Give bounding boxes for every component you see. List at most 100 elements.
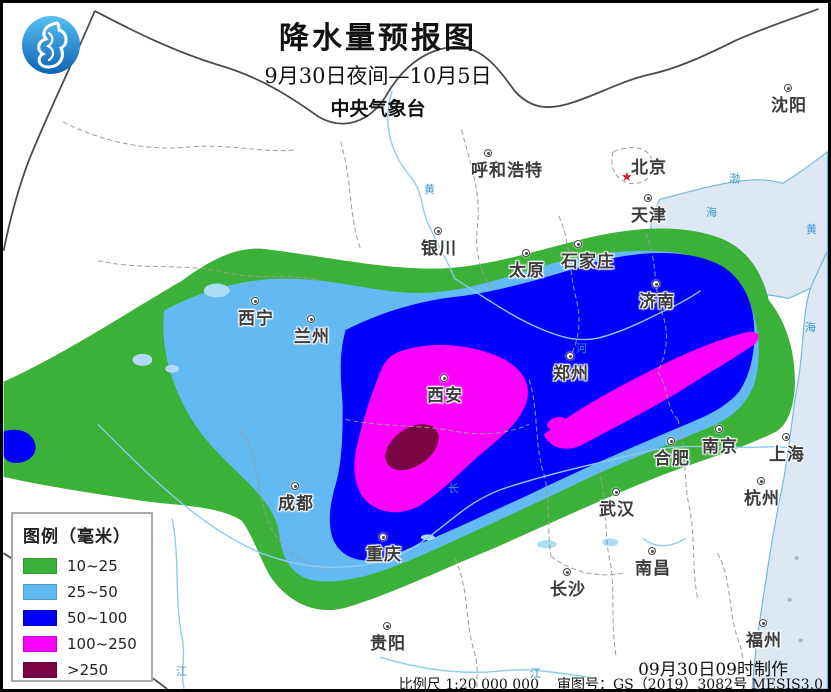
city-marker-icon — [612, 488, 620, 496]
city-marker-icon — [307, 315, 315, 323]
city-marker-icon — [652, 280, 660, 288]
water-label: 黄 — [806, 223, 817, 236]
city-name: 南京 — [702, 437, 738, 457]
page-title: 降水量预报图 — [279, 21, 477, 56]
water-label: 渤 — [729, 172, 740, 185]
precipitation-map-canvas — [3, 8, 828, 689]
city-marker-icon — [383, 622, 391, 630]
legend-label: 10~25 — [67, 557, 118, 575]
city-name: 长沙 — [550, 580, 586, 600]
city-name: 太原 — [509, 261, 545, 281]
city-name: 郑州 — [553, 364, 589, 384]
legend-swatch-magenta — [23, 636, 57, 652]
legend-label: 25~50 — [67, 583, 118, 601]
city-marker-icon — [648, 547, 656, 555]
city-marker-icon — [563, 568, 571, 576]
city-label: 沈阳 — [771, 84, 807, 116]
city-name: 西宁 — [238, 309, 274, 329]
city-marker-icon — [667, 437, 675, 445]
legend-row: 10~25 — [23, 553, 151, 579]
rivers — [97, 90, 797, 689]
east-sea-shape — [751, 250, 828, 689]
city-name: 石家庄 — [561, 252, 615, 272]
city-marker-icon — [484, 149, 492, 157]
rain-band-100-250-main — [354, 344, 529, 513]
agency-name: 中央气象台 — [330, 98, 426, 120]
city-marker-icon — [757, 477, 765, 485]
water-label: 江 — [530, 667, 541, 680]
province-borders — [62, 121, 746, 689]
water-label: 黄 — [424, 183, 435, 196]
city-label: 银川 — [421, 227, 457, 259]
legend-label: 100~250 — [67, 635, 137, 653]
city-name: 上海 — [769, 445, 805, 465]
city-label: 北京 ★ — [621, 153, 667, 185]
legend-swatch-darkred — [23, 662, 57, 678]
city-label: 天津 — [631, 194, 667, 226]
rain-core-gt-250 — [385, 424, 439, 471]
forecast-period: 9月30日夜间—10月5日 — [264, 64, 492, 88]
legend-swatch-green — [23, 558, 57, 574]
city-label: 西安 — [427, 374, 463, 406]
legend-swatch-blue — [23, 610, 57, 626]
city-marker-icon — [291, 482, 299, 490]
city-label: 南昌 — [635, 547, 671, 579]
city-label: 郑州 — [553, 352, 589, 384]
city-marker-icon — [759, 619, 767, 627]
water-label: 长 — [448, 482, 459, 495]
city-marker-icon — [566, 352, 574, 360]
cma-logo — [19, 13, 83, 77]
city-marker-icon — [574, 240, 582, 248]
rain-band-100-250-east — [543, 331, 759, 449]
city-label: 济南 — [639, 280, 675, 312]
city-name: 福州 — [746, 631, 782, 651]
legend-row: 25~50 — [23, 579, 151, 605]
city-label: 兰州 — [294, 315, 330, 347]
legend-label: >250 — [67, 661, 109, 679]
legend-label: 50~100 — [67, 609, 128, 627]
rain-spot-100-250 — [547, 416, 567, 430]
city-label: 西宁 — [238, 297, 274, 329]
city-marker-icon — [644, 194, 652, 202]
approval-number: 审图号：GS（2019）3082号 MESIS3.0 — [556, 677, 823, 692]
city-label: 上海 — [769, 433, 805, 465]
city-marker-icon — [379, 533, 387, 541]
city-name: 兰州 — [294, 327, 330, 347]
city-marker-icon — [251, 297, 259, 305]
city-name: 武汉 — [599, 500, 635, 520]
capital-star-icon: ★ — [621, 170, 634, 185]
rain-band-50-100-west-patch — [3, 429, 36, 463]
city-marker-icon — [715, 425, 723, 433]
city-name: 重庆 — [366, 545, 402, 565]
city-label: 成都 — [278, 482, 314, 514]
city-marker-icon — [784, 84, 792, 92]
city-name: 银川 — [421, 239, 457, 259]
map-credits: 比例尺 1:20 000 000 审图号：GS（2019）3082号 MESIS3… — [398, 674, 823, 692]
city-marker-icon — [522, 249, 530, 257]
water-label: 海 — [805, 321, 816, 334]
city-label: 重庆 — [366, 533, 402, 565]
legend-title: 图例（毫米） — [23, 527, 131, 547]
city-name: 呼和浩特 — [471, 161, 543, 181]
legend-swatch-lightblue — [23, 584, 57, 600]
city-marker-icon — [440, 374, 448, 382]
city-label: 太原 — [509, 249, 545, 281]
legend-row: 50~100 — [23, 605, 151, 631]
city-name: 北京 — [631, 158, 667, 178]
legend-row: 100~250 — [23, 631, 151, 657]
map-scale: 比例尺 1:20 000 000 — [398, 677, 539, 692]
city-label: 合肥 — [654, 437, 690, 469]
city-name: 杭州 — [744, 489, 780, 509]
city-name: 成都 — [278, 494, 314, 514]
city-name: 合肥 — [654, 449, 690, 469]
city-label: 呼和浩特 — [471, 149, 543, 181]
city-name: 贵阳 — [370, 634, 406, 654]
city-name: 南昌 — [635, 559, 671, 579]
city-label: 长沙 — [550, 568, 586, 600]
city-label: 南京 — [702, 425, 738, 457]
legend-row: >250 — [23, 657, 151, 683]
water-label: 江 — [176, 665, 187, 678]
city-label: 石家庄 — [561, 240, 615, 272]
city-marker-icon — [782, 433, 790, 441]
